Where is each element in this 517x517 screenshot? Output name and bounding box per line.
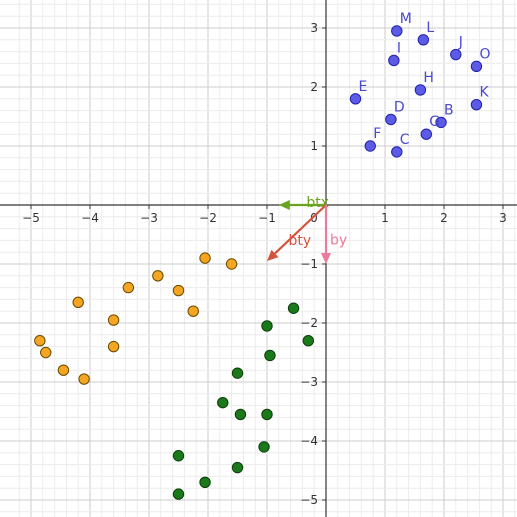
green-point[interactable]	[234, 408, 247, 421]
points[interactable]: ML I JO E H D K BG F C	[34, 11, 491, 500]
green-point[interactable]	[261, 408, 273, 421]
blue-point[interactable]	[391, 25, 403, 37]
point-G[interactable]: G	[420, 114, 440, 140]
x-tick-label: −1	[258, 211, 276, 225]
point-L[interactable]: L	[417, 20, 434, 46]
vector-label: bty	[289, 233, 312, 249]
orange-point[interactable]	[40, 346, 52, 359]
y-tick-label: −2	[300, 316, 318, 330]
orange-point[interactable]	[107, 314, 120, 326]
orange-point[interactable]	[199, 252, 211, 264]
blue-point[interactable]	[349, 93, 362, 105]
orange-point[interactable]	[187, 305, 199, 317]
x-tick-label: 2	[440, 211, 448, 225]
point-H[interactable]: H	[414, 70, 434, 96]
y-tick-label: 3	[310, 21, 318, 35]
green-point[interactable]	[172, 450, 185, 462]
blue-point[interactable]	[385, 113, 397, 126]
point-label: M	[400, 11, 412, 27]
orange-point[interactable]	[152, 270, 164, 282]
point-O[interactable]: O	[470, 46, 490, 73]
blue-point[interactable]	[435, 116, 447, 129]
green-point[interactable]	[287, 302, 300, 314]
point-M[interactable]: M	[391, 11, 412, 37]
blue-point[interactable]	[388, 54, 400, 67]
x-tick-label: −3	[140, 211, 158, 225]
x-tick-label: −4	[81, 211, 99, 225]
point-label: K	[479, 85, 489, 101]
green-point[interactable]	[231, 461, 244, 474]
point-label: L	[426, 20, 434, 36]
vector-shaft	[274, 204, 327, 255]
blue-point[interactable]	[420, 128, 432, 140]
orange-point[interactable]	[34, 335, 46, 347]
orange-point[interactable]	[225, 258, 238, 270]
vector-label: by	[330, 233, 347, 249]
point-label: H	[423, 70, 434, 86]
x-tick-label: 1	[381, 211, 389, 225]
green-point[interactable]	[264, 349, 276, 362]
green-point[interactable]	[302, 335, 314, 347]
blue-point[interactable]	[364, 140, 376, 152]
blue-point[interactable]	[417, 34, 430, 46]
point-J[interactable]: J	[450, 35, 463, 61]
point-label: O	[479, 46, 490, 62]
orange-point[interactable]	[78, 373, 90, 385]
orange-point[interactable]	[122, 281, 135, 294]
x-tick-label: −5	[22, 211, 40, 225]
point-label: J	[458, 35, 463, 51]
point-label: D	[394, 99, 405, 115]
vector-arrowhead	[278, 200, 290, 210]
point-D[interactable]: D	[385, 99, 405, 126]
blue-point[interactable]	[450, 48, 462, 61]
point-I[interactable]: I	[388, 40, 401, 67]
green-point[interactable]	[172, 488, 185, 500]
vector-arrowhead	[321, 253, 331, 264]
orange-point[interactable]	[107, 340, 120, 353]
x-tick-label: −2	[199, 211, 217, 225]
point-B[interactable]: B	[435, 102, 454, 129]
vector-bty[interactable]: bty	[267, 204, 327, 262]
orange-point[interactable]	[72, 296, 84, 309]
y-tick-label: 1	[310, 139, 318, 153]
point-K[interactable]: K	[470, 85, 489, 111]
blue-point[interactable]	[470, 99, 483, 111]
green-point[interactable]	[258, 441, 270, 453]
y-tick-label: −3	[300, 375, 318, 389]
point-E[interactable]: E	[349, 79, 368, 105]
orange-point[interactable]	[172, 284, 185, 297]
blue-point[interactable]	[391, 146, 403, 158]
y-tick-label: −4	[300, 434, 318, 448]
green-point[interactable]	[261, 320, 273, 332]
y-tick-label: −5	[300, 493, 318, 507]
x-tick-label: 3	[499, 211, 507, 225]
blue-point[interactable]	[470, 60, 483, 73]
point-F[interactable]: F	[364, 126, 381, 152]
point-label: E	[359, 79, 368, 95]
point-label: C	[400, 132, 410, 148]
green-point[interactable]	[199, 476, 211, 488]
y-tick-label: −1	[300, 257, 318, 271]
point-label: F	[373, 126, 381, 142]
point-C[interactable]: C	[391, 132, 410, 158]
y-tick-label: 2	[310, 80, 318, 94]
point-label: G	[429, 114, 440, 130]
vector-arrowhead	[267, 249, 279, 262]
point-label: B	[444, 102, 454, 118]
green-point[interactable]	[231, 367, 244, 379]
origin-label: 0	[310, 211, 318, 225]
orange-point[interactable]	[57, 364, 70, 376]
green-point[interactable]	[217, 396, 229, 409]
blue-point[interactable]	[414, 84, 427, 96]
vector-by[interactable]: by	[321, 205, 347, 264]
point-label: I	[397, 40, 401, 56]
